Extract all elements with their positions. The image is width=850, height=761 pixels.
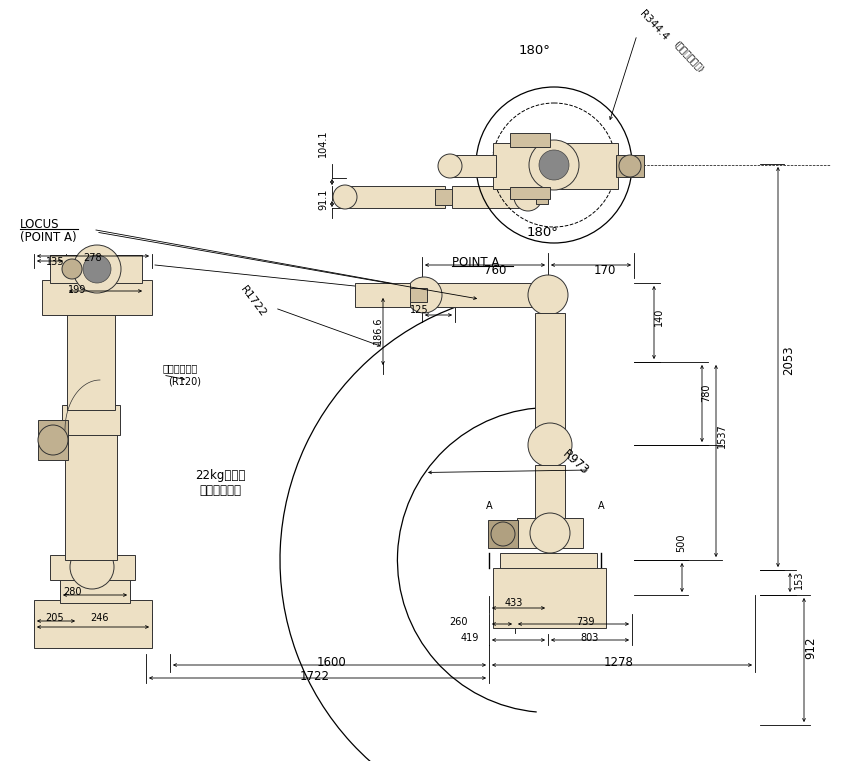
Bar: [355, 283, 410, 307]
Text: R344.4: R344.4: [638, 8, 671, 42]
Text: LOCUS: LOCUS: [20, 218, 60, 231]
Bar: [62, 405, 120, 435]
Circle shape: [333, 185, 357, 209]
Circle shape: [514, 183, 542, 211]
Text: 140: 140: [654, 307, 664, 326]
Bar: [510, 133, 550, 147]
Text: 205: 205: [46, 613, 65, 623]
Text: 278: 278: [83, 253, 102, 263]
Bar: [493, 143, 618, 189]
Text: (POINT A): (POINT A): [20, 231, 76, 244]
Text: A: A: [485, 501, 492, 511]
Text: 912: 912: [804, 637, 818, 659]
Text: 260: 260: [450, 617, 468, 627]
Bar: [50, 255, 142, 283]
Bar: [405, 288, 427, 302]
Bar: [517, 518, 583, 548]
Circle shape: [83, 255, 111, 283]
Text: 手腕干涉范围: 手腕干涉范围: [163, 363, 198, 373]
Bar: [50, 555, 135, 580]
Circle shape: [406, 277, 442, 313]
Text: 125: 125: [410, 305, 428, 315]
Bar: [345, 186, 445, 208]
Bar: [67, 310, 115, 410]
Circle shape: [530, 513, 570, 553]
Bar: [435, 189, 457, 205]
Text: 803: 803: [581, 633, 599, 643]
Circle shape: [70, 545, 114, 589]
Text: (R120): (R120): [168, 376, 201, 386]
Text: 780: 780: [701, 384, 711, 403]
Bar: [452, 186, 532, 208]
Bar: [34, 600, 152, 648]
Text: 135: 135: [46, 257, 65, 267]
Text: (旋回干涉半径): (旋回干涉半径): [672, 40, 706, 75]
Text: 419: 419: [461, 633, 479, 643]
Bar: [448, 155, 496, 177]
Bar: [493, 568, 606, 628]
Bar: [38, 420, 68, 460]
Bar: [65, 430, 117, 560]
Circle shape: [539, 150, 569, 180]
Text: 739: 739: [575, 617, 594, 627]
Text: A: A: [598, 501, 604, 511]
Bar: [535, 465, 565, 520]
Circle shape: [62, 259, 82, 279]
Text: 22kg可搬运: 22kg可搬运: [195, 470, 245, 482]
Text: 186.6: 186.6: [373, 317, 383, 344]
Circle shape: [38, 425, 68, 455]
Text: 199: 199: [68, 285, 86, 295]
Bar: [510, 187, 550, 199]
Text: 2053: 2053: [783, 345, 796, 375]
Circle shape: [619, 155, 641, 177]
Bar: [535, 313, 565, 445]
Bar: [422, 283, 552, 307]
Text: 104.1: 104.1: [318, 129, 328, 157]
Text: 500: 500: [676, 533, 686, 552]
Circle shape: [528, 423, 572, 467]
Circle shape: [491, 522, 515, 546]
Text: 180°: 180°: [527, 227, 559, 240]
Bar: [500, 553, 597, 573]
Text: POINT A: POINT A: [452, 256, 499, 269]
Text: 246: 246: [91, 613, 110, 623]
Circle shape: [529, 140, 579, 190]
Text: R973: R973: [560, 448, 592, 478]
Text: 280: 280: [64, 587, 82, 597]
Circle shape: [438, 154, 462, 178]
Text: 1722: 1722: [300, 670, 330, 683]
Text: 1600: 1600: [317, 655, 347, 668]
Bar: [536, 190, 548, 204]
Bar: [60, 575, 130, 603]
Text: 170: 170: [594, 263, 616, 276]
Text: 最大动作范围: 最大动作范围: [199, 485, 241, 498]
Circle shape: [528, 275, 568, 315]
Text: 1278: 1278: [604, 655, 634, 668]
Text: 180°: 180°: [519, 43, 551, 56]
Text: 1537: 1537: [717, 424, 727, 448]
Bar: [616, 155, 644, 177]
Text: 91.1: 91.1: [318, 188, 328, 210]
Text: 760: 760: [484, 263, 507, 276]
Bar: [42, 280, 152, 315]
Text: 153: 153: [794, 571, 804, 589]
Text: R1722: R1722: [238, 285, 268, 320]
Bar: [488, 520, 518, 548]
Text: 433: 433: [505, 598, 524, 608]
Circle shape: [73, 245, 121, 293]
